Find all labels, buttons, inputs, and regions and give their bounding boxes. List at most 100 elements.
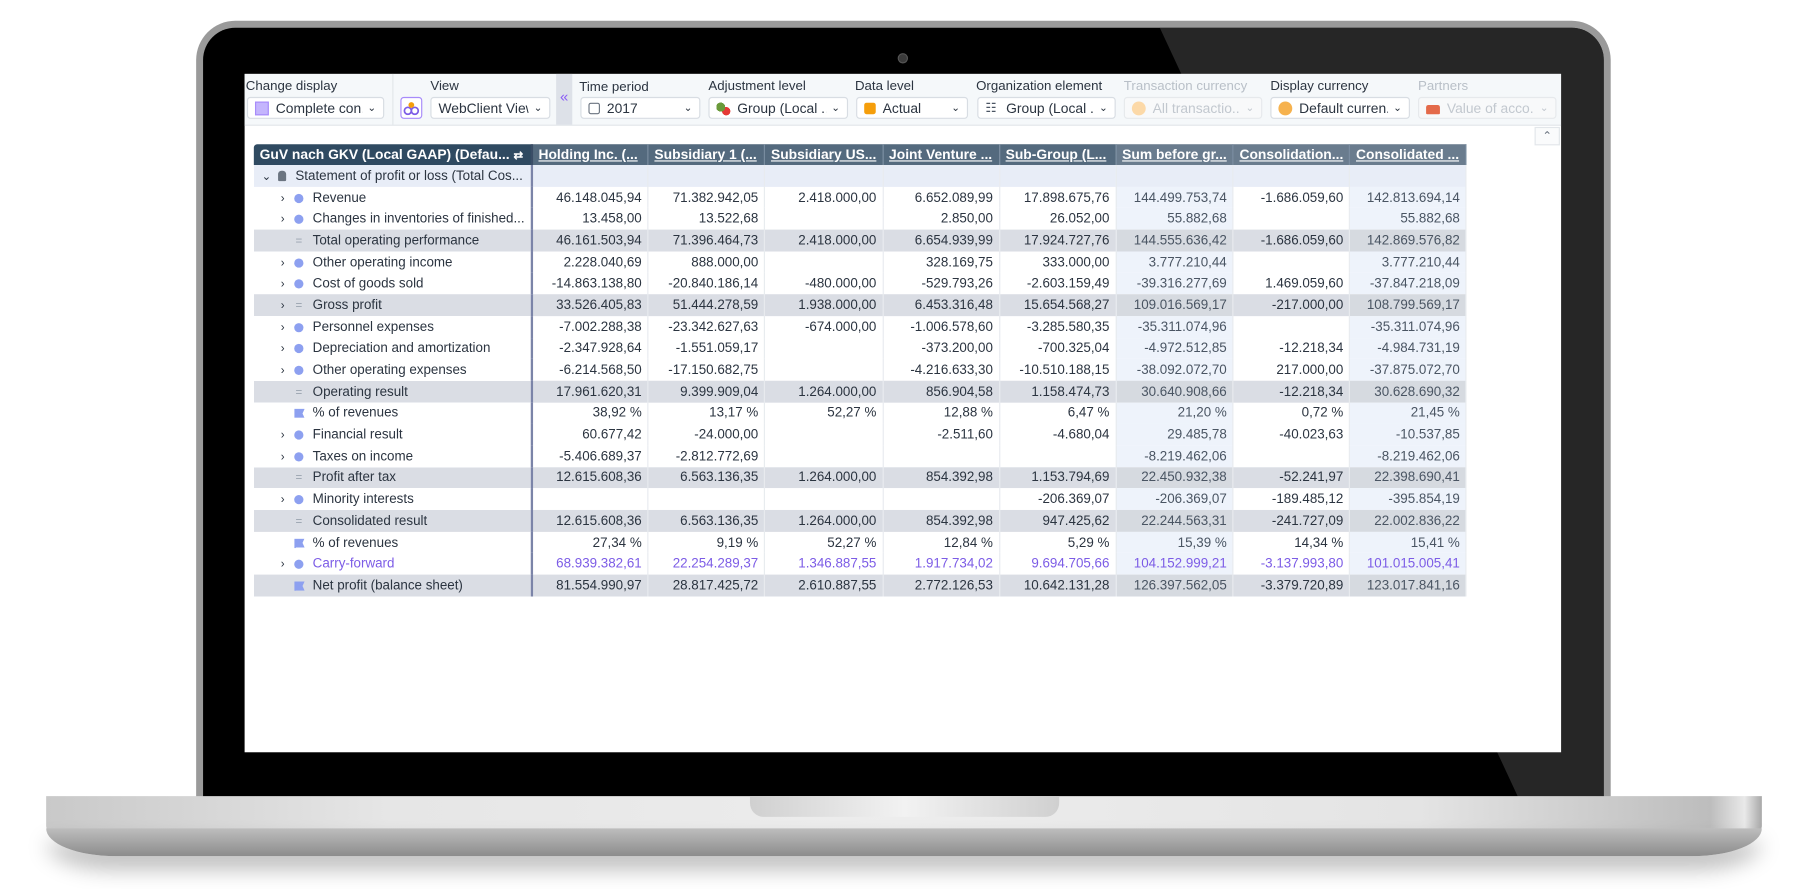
- value-cell[interactable]: 60.677,42: [531, 423, 649, 446]
- value-cell[interactable]: 6.563.136,35: [648, 466, 766, 489]
- value-cell[interactable]: -12.218,34: [1233, 337, 1351, 360]
- expand-chevron-icon[interactable]: ›: [280, 494, 285, 507]
- expand-chevron-icon[interactable]: ›: [280, 278, 285, 292]
- value-cell[interactable]: -20.840.186,14: [648, 272, 766, 295]
- value-cell[interactable]: 9.694.705,66: [999, 553, 1117, 575]
- value-cell[interactable]: -39.316.277,69: [1115, 272, 1234, 295]
- value-cell[interactable]: 2.418.000,00: [764, 186, 884, 209]
- value-cell[interactable]: -395.854,19: [1349, 488, 1467, 510]
- value-cell[interactable]: 2.418.000,00: [764, 229, 884, 252]
- value-cell[interactable]: 46.161.503,94: [531, 229, 649, 252]
- value-cell[interactable]: [1233, 208, 1351, 230]
- value-cell[interactable]: -6.214.568,50: [531, 359, 649, 381]
- column-header-sum-before-group[interactable]: Sum before gr...: [1115, 144, 1234, 165]
- value-cell[interactable]: 109.016.569,17: [1115, 294, 1234, 316]
- value-cell[interactable]: 15,41 %: [1349, 531, 1467, 554]
- value-cell[interactable]: 104.152.999,21: [1115, 553, 1234, 575]
- value-cell[interactable]: 17.924.727,76: [999, 229, 1117, 252]
- value-cell[interactable]: -2.347.928,64: [531, 337, 649, 360]
- value-cell[interactable]: [531, 488, 649, 510]
- value-cell[interactable]: -38.092.072,70: [1115, 359, 1234, 381]
- value-cell[interactable]: 13.458,00: [531, 208, 649, 230]
- value-cell[interactable]: -4.680,04: [999, 423, 1117, 446]
- value-cell[interactable]: 9,19 %: [648, 531, 766, 554]
- value-cell[interactable]: [882, 445, 1000, 467]
- value-cell[interactable]: -1.006.578,60: [882, 315, 1000, 338]
- value-cell[interactable]: 101.015.005,41: [1349, 553, 1467, 575]
- value-cell[interactable]: 1.938.000,00: [764, 294, 884, 316]
- value-cell[interactable]: -674.000,00: [764, 315, 884, 338]
- expand-chevron-icon[interactable]: ›: [280, 299, 285, 313]
- value-cell[interactable]: -14.863.138,80: [531, 272, 649, 295]
- value-cell[interactable]: [1233, 164, 1351, 187]
- value-cell[interactable]: [999, 445, 1117, 467]
- value-cell[interactable]: -4.216.633,30: [882, 359, 1000, 381]
- table-row[interactable]: Net profit (balance sheet) 81.554.990,97 2…: [253, 574, 1467, 597]
- value-cell[interactable]: [764, 359, 884, 381]
- table-row[interactable]: % of revenues 27,34 % 9,19 % 52,27 % 12,84 %…: [253, 531, 1467, 554]
- value-cell[interactable]: 21,45 %: [1349, 402, 1467, 424]
- value-cell[interactable]: [882, 164, 1000, 187]
- value-cell[interactable]: -206.369,07: [1115, 488, 1234, 510]
- table-row[interactable]: ⌄ Statement of profit or loss (Total Cos.…: [253, 164, 1467, 187]
- value-cell[interactable]: 2.850,00: [882, 208, 1000, 230]
- value-cell[interactable]: -3.285.580,35: [999, 315, 1117, 338]
- value-cell[interactable]: [764, 251, 884, 273]
- value-cell[interactable]: 2.228.040,69: [531, 251, 649, 273]
- value-cell[interactable]: 947.425,62: [999, 509, 1117, 532]
- value-cell[interactable]: [764, 208, 884, 230]
- value-cell[interactable]: 27,34 %: [531, 531, 649, 554]
- value-cell[interactable]: 22.450.932,38: [1115, 466, 1234, 489]
- value-cell[interactable]: 1.264.000,00: [764, 380, 884, 403]
- view-dropdown[interactable]: WebClient View ⌄: [430, 96, 551, 119]
- value-cell[interactable]: [1349, 164, 1467, 187]
- value-cell[interactable]: 5,29 %: [999, 531, 1117, 554]
- expand-chevron-icon[interactable]: ›: [280, 256, 285, 270]
- value-cell[interactable]: -52.241,97: [1233, 466, 1351, 489]
- table-row[interactable]: › Personnel expenses -7.002.288,38 -23.342.…: [253, 315, 1467, 338]
- value-cell[interactable]: -5.406.689,37: [531, 445, 649, 467]
- column-settings-icon[interactable]: ⇄: [513, 149, 524, 163]
- value-cell[interactable]: 856.904,58: [882, 380, 1000, 403]
- value-cell[interactable]: 3.777.210,44: [1115, 251, 1234, 273]
- expand-chevron-icon[interactable]: ›: [280, 192, 285, 205]
- change-display-dropdown[interactable]: Complete con... ⌄: [246, 96, 385, 119]
- expand-chevron-icon[interactable]: ›: [280, 213, 285, 227]
- value-cell[interactable]: -4.972.512,85: [1115, 337, 1234, 360]
- value-cell[interactable]: 12,88 %: [882, 402, 1000, 424]
- value-cell[interactable]: 28.817.425,72: [648, 574, 766, 597]
- data-level-dropdown[interactable]: Actual ⌄: [856, 96, 969, 119]
- value-cell[interactable]: 6.652.089,99: [882, 186, 1000, 209]
- table-row[interactable]: › Other operating income 2.228.040,69 888.0…: [253, 251, 1467, 273]
- value-cell[interactable]: -37.875.072,70: [1349, 359, 1467, 381]
- value-cell[interactable]: 14,34 %: [1233, 531, 1351, 554]
- value-cell[interactable]: 81.554.990,97: [531, 574, 649, 597]
- column-header-subsidiary-us[interactable]: Subsidiary US...: [764, 144, 884, 165]
- value-cell[interactable]: 142.869.576,82: [1349, 229, 1467, 252]
- value-cell[interactable]: -206.369,07: [999, 488, 1117, 510]
- value-cell[interactable]: 33.526.405,83: [531, 294, 649, 316]
- value-cell[interactable]: 15.654.568,27: [999, 294, 1117, 316]
- value-cell[interactable]: -529.793,26: [882, 272, 1000, 295]
- value-cell[interactable]: -8.219.462,06: [1115, 445, 1234, 467]
- value-cell[interactable]: 2.610.887,55: [764, 574, 884, 597]
- value-cell[interactable]: 126.397.562,05: [1115, 574, 1234, 597]
- table-row[interactable]: › = Gross profit 33.526.405,83 51.444.278,59…: [253, 294, 1467, 316]
- value-cell[interactable]: [648, 164, 766, 187]
- table-row[interactable]: = Operating result 17.961.620,31 9.399.909,…: [253, 380, 1467, 403]
- value-cell[interactable]: [531, 164, 649, 187]
- value-cell[interactable]: [764, 488, 884, 510]
- collapse-toolbar-button[interactable]: «: [556, 73, 573, 125]
- value-cell[interactable]: -1.686.059,60: [1233, 186, 1351, 209]
- value-cell[interactable]: 68.939.382,61: [531, 553, 649, 575]
- value-cell[interactable]: [764, 337, 884, 360]
- column-header-sub-group[interactable]: Sub-Group (L...: [999, 144, 1117, 165]
- value-cell[interactable]: -373.200,00: [882, 337, 1000, 360]
- adjustment-level-dropdown[interactable]: Group (Local ... ⌄: [708, 96, 849, 119]
- value-cell[interactable]: -2.603.159,49: [999, 272, 1117, 295]
- value-cell[interactable]: -217.000,00: [1233, 294, 1351, 316]
- column-header-consolidated[interactable]: Consolidated ...: [1349, 144, 1467, 165]
- value-cell[interactable]: 1.917.734,02: [882, 553, 1000, 575]
- expand-chevron-icon[interactable]: ›: [280, 429, 285, 443]
- time-period-dropdown[interactable]: 2017 ⌄: [580, 96, 701, 119]
